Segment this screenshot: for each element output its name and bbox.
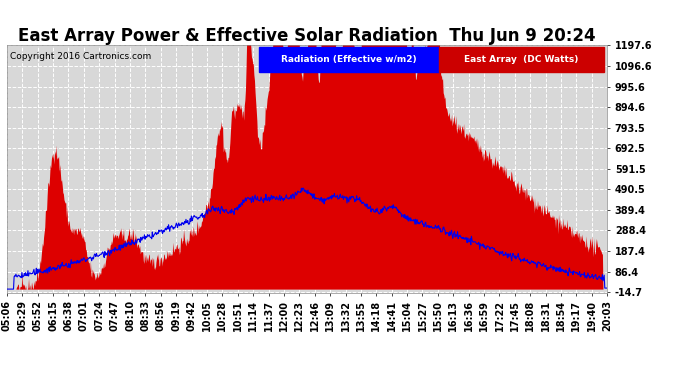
FancyBboxPatch shape [439,48,604,72]
FancyBboxPatch shape [259,48,439,72]
Text: East Array  (DC Watts): East Array (DC Watts) [464,56,579,64]
Text: Copyright 2016 Cartronics.com: Copyright 2016 Cartronics.com [10,53,151,62]
Text: Radiation (Effective w/m2): Radiation (Effective w/m2) [282,56,417,64]
Title: East Array Power & Effective Solar Radiation  Thu Jun 9 20:24: East Array Power & Effective Solar Radia… [18,27,596,45]
